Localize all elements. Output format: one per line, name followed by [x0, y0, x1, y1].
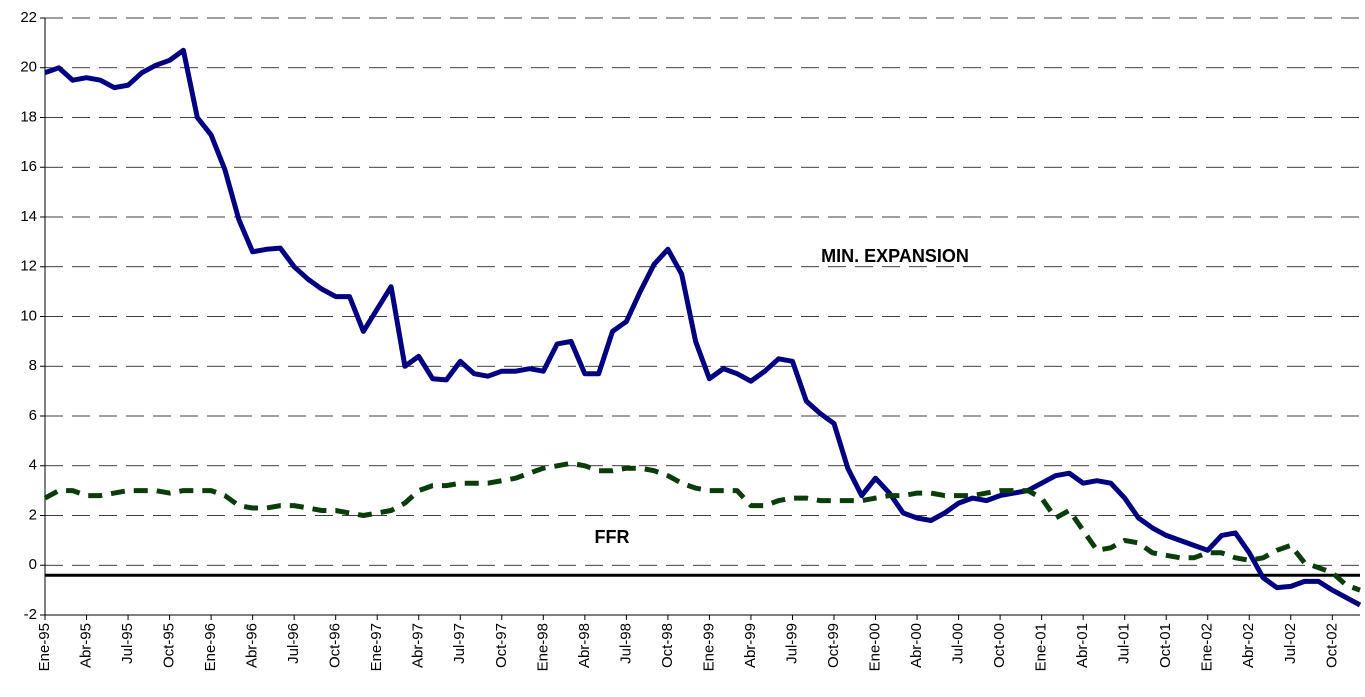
x-tick-label: Ene-95	[36, 623, 53, 671]
x-tick-label: Jul-96	[285, 623, 302, 664]
y-tick-label: 10	[20, 307, 37, 324]
x-tick-label: Ene-00	[866, 623, 883, 671]
x-tick-label: Jul-98	[617, 623, 634, 664]
line-series	[44, 47, 1362, 608]
x-tick-label: Jul-01	[1116, 623, 1133, 664]
y-tick-label: 12	[20, 258, 37, 275]
y-tick-label: 14	[20, 208, 37, 225]
x-tick-label: Abr-95	[77, 623, 94, 668]
x-tick-label: Ene-02	[1199, 623, 1216, 671]
x-tick-label: Oct-97	[493, 623, 510, 668]
line-series	[43, 460, 1361, 593]
x-tick-label: Oct-96	[327, 623, 344, 668]
x-tick-label: Oct-01	[1157, 623, 1174, 668]
x-tick-label: Abr-01	[1074, 623, 1091, 668]
y-tick-label: 16	[20, 158, 37, 175]
x-tick-label: Jul-02	[1282, 623, 1299, 664]
y-tick-label: 2	[29, 506, 37, 523]
x-tick-label: Ene-01	[1033, 623, 1050, 671]
y-tick-label: -2	[24, 606, 37, 623]
y-tick-label: 8	[29, 357, 37, 374]
y-tick-label: 0	[29, 556, 37, 573]
y-tick-label: 20	[20, 59, 37, 76]
x-tick-label: Abr-97	[410, 623, 427, 668]
x-tick-label: Oct-98	[659, 623, 676, 668]
x-tick-label: Oct-00	[991, 623, 1008, 668]
x-tick-label: Ene-99	[700, 623, 717, 671]
x-tick-label: Jul-95	[119, 623, 136, 664]
x-tick-label: Oct-95	[161, 623, 178, 668]
x-tick-label: Oct-02	[1323, 623, 1340, 668]
x-tick-label: Abr-99	[742, 623, 759, 668]
x-tick-label: Abr-02	[1240, 623, 1257, 668]
x-tick-label: Abr-96	[244, 623, 261, 668]
y-tick-label: 6	[29, 407, 37, 424]
annotation: MIN. EXPANSION	[821, 246, 969, 266]
x-tick-label: Jul-99	[783, 623, 800, 664]
x-tick-label: Ene-98	[534, 623, 551, 671]
y-tick-label: 18	[20, 108, 37, 125]
x-tick-label: Oct-99	[825, 623, 842, 668]
x-tick-label: Ene-96	[202, 623, 219, 671]
x-tick-label: Jul-00	[950, 623, 967, 664]
y-tick-label: 4	[29, 457, 37, 474]
y-tick-label: 22	[20, 9, 37, 26]
x-tick-label: Abr-00	[908, 623, 925, 668]
x-tick-label: Abr-98	[576, 623, 593, 668]
x-tick-label: Jul-97	[451, 623, 468, 664]
x-tick-label: Ene-97	[368, 623, 385, 671]
annotation: FFR	[595, 527, 630, 547]
